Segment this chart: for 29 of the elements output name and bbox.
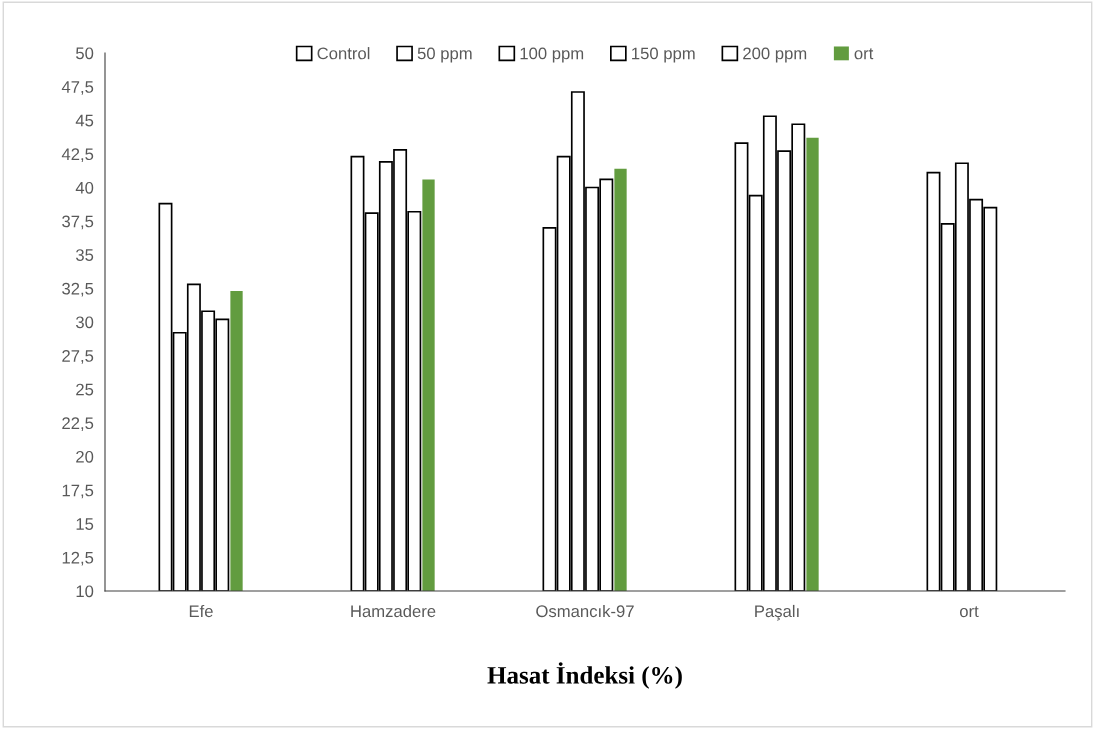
y-tick-label: 10	[76, 585, 94, 598]
y-tick-label: 37,5	[62, 215, 94, 230]
y-tick-label: 35	[75, 249, 94, 261]
x-tick-label: Efe	[189, 604, 213, 618]
y-tick-label: 50	[76, 47, 94, 60]
x-axis-title: Hasat İndeksi (%)	[487, 662, 682, 689]
y-tick-label: 25	[76, 383, 94, 396]
legend-label: Control	[317, 47, 370, 60]
y-tick-label: 22,5	[62, 417, 94, 432]
y-tick-label: 20	[76, 450, 94, 463]
legend-label: 200 ppm	[743, 47, 807, 63]
y-tick-label: 40	[75, 181, 94, 194]
y-tick-label: 17,5	[62, 484, 94, 499]
legend-label: ort	[854, 48, 874, 60]
y-tick-label: 47,5	[61, 81, 94, 95]
x-tick-label: ort	[959, 606, 979, 618]
y-tick-label: 42,5	[61, 148, 94, 163]
x-tick-label: Hamzadere	[351, 604, 436, 618]
y-tick-label: 30	[75, 316, 94, 329]
y-tick-label: 12,5	[62, 551, 94, 566]
legend-label: 50 ppm	[417, 47, 472, 63]
x-tick-label: Osmancık-97	[536, 604, 634, 618]
legend-label: 150 ppm	[632, 47, 695, 63]
y-tick-label: 45	[75, 114, 94, 127]
legend-label: 100 ppm	[520, 47, 584, 63]
y-tick-label: 15	[76, 518, 94, 530]
y-tick-label: 27,5	[62, 350, 94, 364]
y-tick-label: 32,5	[62, 282, 94, 297]
x-tick-label: Paşalı	[755, 604, 799, 621]
